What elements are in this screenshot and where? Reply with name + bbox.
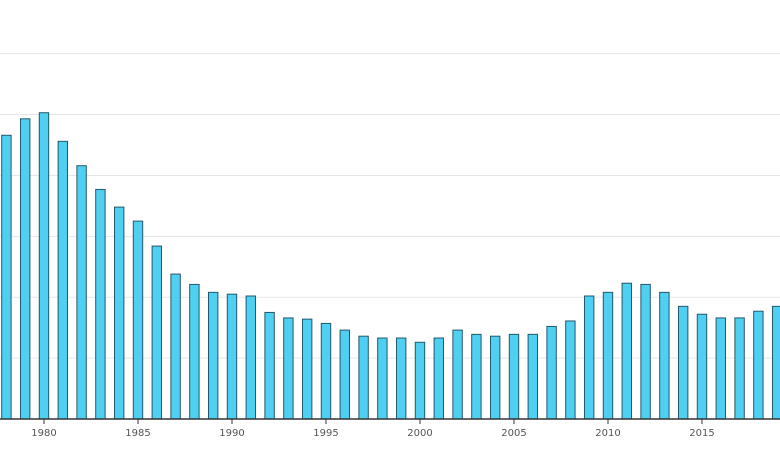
- bar: [283, 317, 294, 420]
- bar: [339, 329, 350, 420]
- x-tick-label: 1990: [219, 428, 244, 439]
- bar: [565, 320, 576, 420]
- bar: [696, 313, 708, 420]
- bar: [395, 337, 407, 420]
- bar: [715, 317, 726, 420]
- bar: [771, 305, 780, 420]
- bar: [76, 165, 87, 420]
- bar: [640, 283, 651, 420]
- bar: [38, 112, 50, 420]
- bar: [19, 118, 31, 420]
- bar: [95, 188, 106, 420]
- bar: [414, 341, 426, 420]
- bar: [659, 291, 670, 420]
- bar: [377, 337, 388, 420]
- bar: [113, 206, 125, 420]
- bar: [734, 317, 745, 420]
- bar: [132, 220, 144, 420]
- bar: [433, 337, 444, 420]
- bar: [677, 305, 689, 420]
- x-tick-label: 2010: [595, 428, 620, 439]
- bar: [207, 291, 219, 420]
- x-tick-label: 1995: [313, 428, 338, 439]
- x-tick-label: 1985: [125, 428, 150, 439]
- bar: [57, 140, 68, 420]
- bar: [452, 329, 463, 420]
- x-tick-label: 1980: [31, 428, 56, 439]
- bar: [245, 295, 256, 420]
- x-tick-label: 2005: [501, 428, 526, 439]
- bar: [508, 333, 520, 420]
- bar: [320, 322, 332, 420]
- bar: [226, 293, 238, 420]
- bar: [471, 333, 482, 420]
- bar: [753, 310, 764, 420]
- bar: [189, 283, 200, 420]
- bar: [170, 273, 181, 420]
- bar: [264, 311, 275, 420]
- bar: [527, 333, 538, 420]
- bar: [621, 282, 632, 420]
- bar: [358, 335, 369, 420]
- bar: [602, 291, 614, 420]
- bar: [546, 325, 557, 420]
- bar: [301, 318, 313, 420]
- bar: [1, 134, 12, 420]
- x-tick-label: 2015: [689, 428, 714, 439]
- x-tick-label: 2000: [407, 428, 432, 439]
- bar: [583, 295, 595, 420]
- bar: [151, 245, 162, 420]
- bar: [489, 335, 501, 420]
